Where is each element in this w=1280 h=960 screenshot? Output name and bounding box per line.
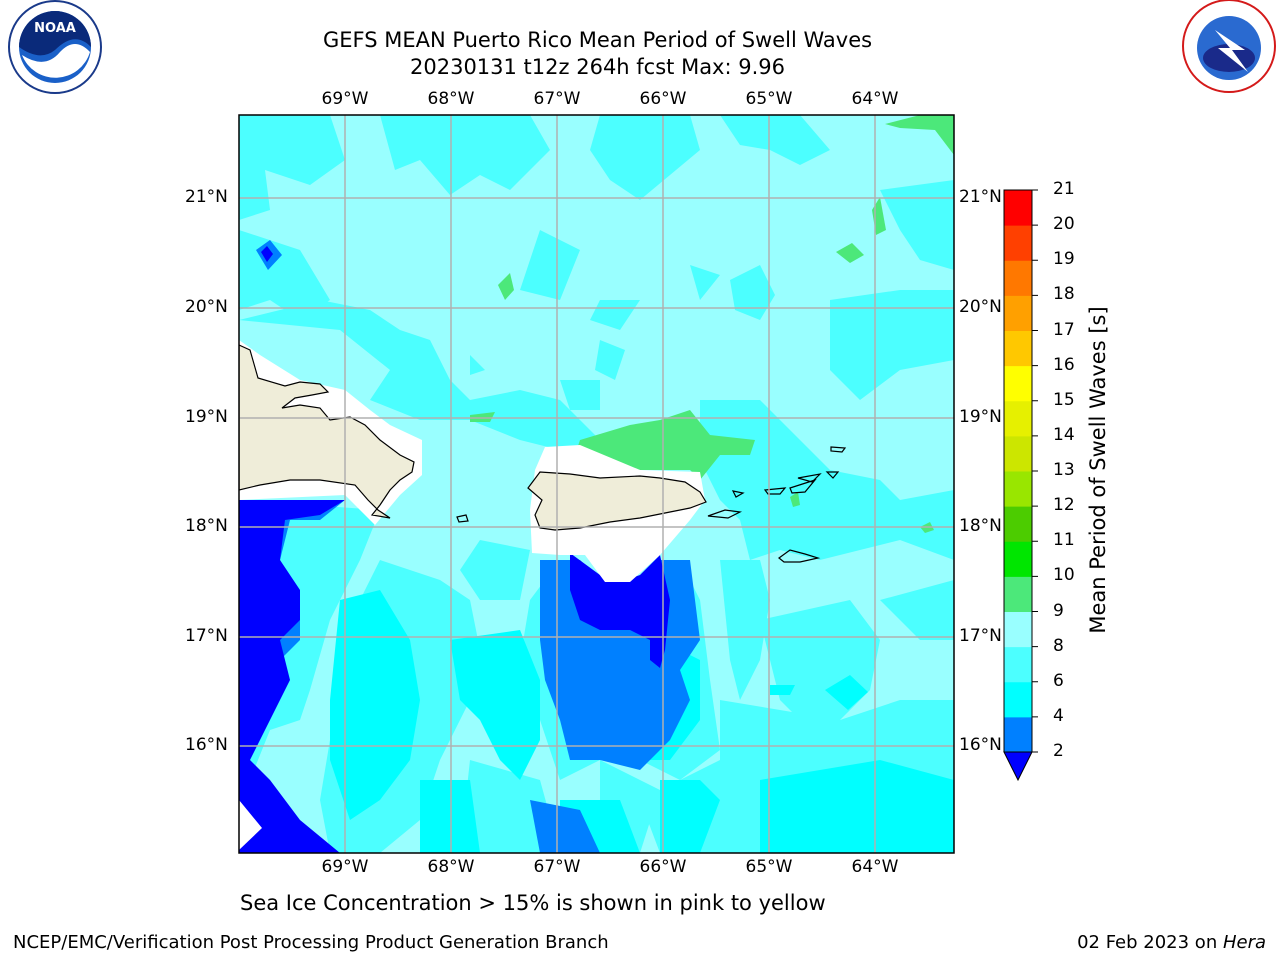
- colorbar-tick-label: 18: [1053, 284, 1075, 305]
- colorbar-segment: [1004, 365, 1032, 402]
- lat-label-right: 20°N: [959, 297, 1002, 317]
- colorbar-segment: [1004, 541, 1032, 577]
- colorbar-tick-label: 9: [1053, 600, 1064, 621]
- graticule: [239, 115, 954, 853]
- lon-label-bottom: 64°W: [851, 857, 899, 877]
- lon-label-top: 69°W: [321, 89, 369, 109]
- colorbar-tick-label: 8: [1053, 635, 1064, 656]
- lat-label-left: 21°N: [185, 187, 228, 207]
- sea-ice-caption: Sea Ice Concentration > 15% is shown in …: [240, 891, 826, 915]
- colorbar-segment: [1004, 190, 1032, 226]
- colorbar-segment: [1004, 506, 1032, 542]
- colorbar-segment: [1004, 471, 1032, 507]
- colorbar-segment: [1004, 646, 1032, 683]
- colorbar-segment: [1004, 330, 1032, 367]
- colorbar-segment: [1004, 225, 1032, 261]
- colorbar-segment: [1004, 260, 1032, 296]
- lat-label-right: 21°N: [959, 187, 1002, 207]
- lat-label-right: 16°N: [959, 735, 1002, 755]
- lon-label-bottom: 68°W: [427, 857, 475, 877]
- colorbar-segment: [1004, 295, 1032, 331]
- swell-level-below-2: [239, 246, 670, 853]
- colorbar: [1003, 189, 1038, 782]
- lon-label-top: 64°W: [851, 89, 899, 109]
- lon-label-bottom: 69°W: [321, 857, 369, 877]
- nws-logo: [1182, 0, 1276, 93]
- date-text: 02 Feb 2023 on: [1077, 932, 1223, 953]
- colorbar-tick-label: 6: [1053, 670, 1064, 691]
- lat-label-right: 18°N: [959, 516, 1002, 536]
- lat-label-left: 16°N: [185, 735, 228, 755]
- lat-label-left: 17°N: [185, 626, 228, 646]
- colorbar-tick-label: 21: [1053, 179, 1075, 199]
- colorbar-tick-label: 19: [1053, 249, 1075, 270]
- hispaniola-land: [239, 344, 415, 519]
- lon-label-top: 66°W: [639, 89, 687, 109]
- colorbar-segment: [1004, 716, 1032, 753]
- map-frame: [238, 114, 955, 854]
- colorbar-segment: [1004, 611, 1032, 648]
- colorbar-tick-label: 14: [1053, 424, 1075, 445]
- lat-label-left: 20°N: [185, 297, 228, 317]
- puerto-rico-land: [527, 471, 707, 531]
- lon-label-bottom: 67°W: [533, 857, 581, 877]
- colorbar-segment: [1004, 576, 1032, 612]
- colorbar-tick-label: 4: [1053, 705, 1064, 726]
- host-name: Hera: [1222, 932, 1266, 953]
- colorbar-tick-label: 13: [1053, 460, 1075, 480]
- lat-label-left: 18°N: [185, 516, 228, 536]
- colorbar-tick-label: 20: [1053, 214, 1075, 235]
- colorbar-tick-label: 2: [1053, 741, 1064, 761]
- lon-label-bottom: 65°W: [745, 857, 793, 877]
- lat-label-right: 19°N: [959, 407, 1002, 427]
- colorbar-segment: [1004, 435, 1032, 472]
- colorbar-tick-label: 11: [1053, 530, 1075, 551]
- lon-label-top: 67°W: [533, 89, 581, 109]
- map-subtitle: 20230131 t12z 264h fcst Max: 9.96: [410, 55, 785, 79]
- map-title: GEFS MEAN Puerto Rico Mean Period of Swe…: [322, 28, 873, 52]
- colorbar-tick-label: 16: [1053, 354, 1075, 375]
- colorbar-title: Mean Period of Swell Waves [s]: [1086, 306, 1110, 634]
- colorbar-tick-label: 15: [1053, 389, 1075, 410]
- producer-credit: NCEP/EMC/Verification Post Processing Pr…: [13, 932, 609, 953]
- colorbar-segment: [1004, 400, 1032, 437]
- colorbar-tick-label: 12: [1053, 495, 1075, 516]
- colorbar-segment: [1004, 681, 1032, 718]
- lat-label-right: 17°N: [959, 626, 1002, 646]
- colorbar-tick-label: 17: [1053, 319, 1075, 340]
- lat-label-left: 19°N: [185, 407, 228, 427]
- generation-date: 02 Feb 2023 on Hera: [1077, 932, 1266, 953]
- svg-text:NOAA: NOAA: [34, 21, 76, 36]
- noaa-logo: NOAA: [8, 0, 102, 94]
- colorbar-extension: [1003, 751, 1033, 782]
- colorbar-tick-label: 10: [1053, 565, 1075, 586]
- lon-label-bottom: 66°W: [639, 857, 687, 877]
- virgin-islands-outline: [456, 446, 847, 563]
- lon-label-top: 68°W: [427, 89, 475, 109]
- lon-label-top: 65°W: [745, 89, 793, 109]
